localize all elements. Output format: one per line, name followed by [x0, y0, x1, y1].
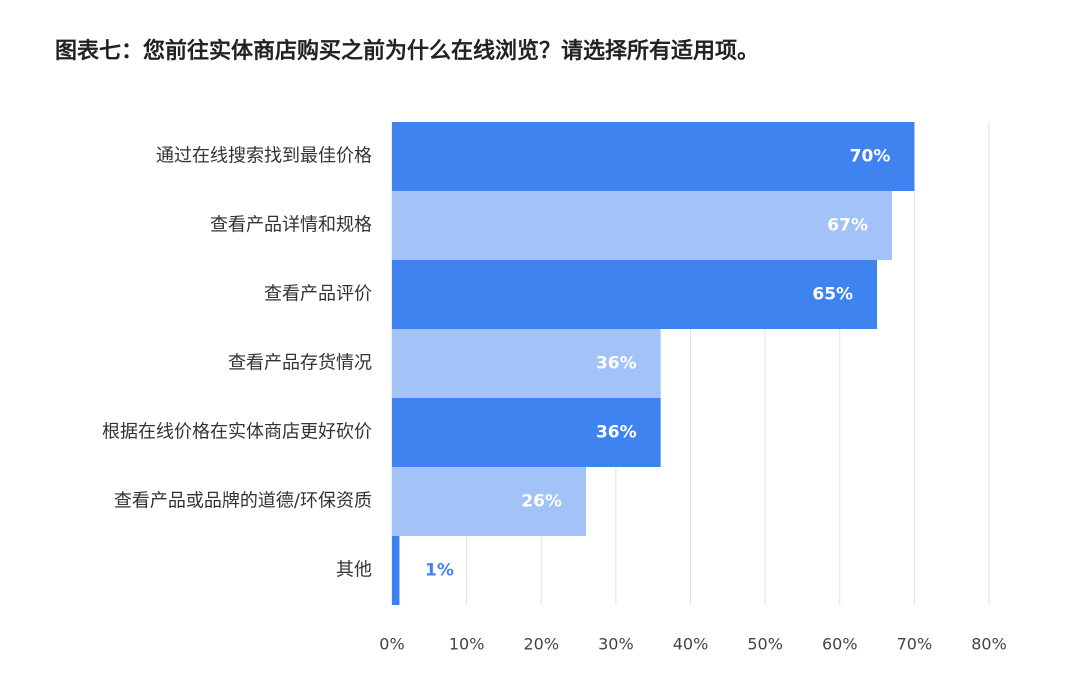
value-label: 70%	[850, 147, 891, 167]
y-tick-label: 通过在线搜索找到最佳价格	[156, 146, 372, 167]
x-tick-label: 30%	[598, 635, 634, 654]
value-label: 36%	[596, 423, 637, 443]
y-tick-label: 查看产品评价	[264, 284, 372, 305]
x-tick-label: 50%	[747, 635, 783, 654]
bar	[392, 191, 892, 260]
value-label: 26%	[521, 492, 562, 512]
chart-title: 图表七：您前往实体商店购买之前为什么在线浏览？请选择所有适用项。	[55, 38, 759, 64]
x-tick-label: 10%	[449, 635, 485, 654]
bar	[392, 398, 661, 467]
bar	[392, 329, 661, 398]
x-tick-label: 0%	[379, 635, 404, 654]
bar	[392, 122, 915, 191]
x-tick-label: 40%	[673, 635, 709, 654]
y-tick-label: 查看产品或品牌的道德/环保资质	[114, 491, 372, 512]
y-tick-label: 查看产品详情和规格	[210, 215, 372, 236]
bar	[392, 536, 400, 605]
x-tick-label: 80%	[971, 635, 1007, 654]
y-tick-label: 其他	[336, 560, 372, 581]
y-tick-label: 根据在线价格在实体商店更好砍价	[102, 422, 372, 443]
x-tick-label: 60%	[822, 635, 858, 654]
value-label: 1%	[425, 561, 454, 581]
bar	[392, 260, 878, 329]
value-label: 65%	[812, 285, 853, 305]
value-label: 36%	[596, 354, 637, 374]
bar	[392, 467, 587, 536]
value-label: 67%	[827, 216, 868, 236]
x-tick-label: 70%	[897, 635, 933, 654]
y-tick-label: 查看产品存货情况	[228, 353, 372, 374]
x-tick-label: 20%	[523, 635, 559, 654]
